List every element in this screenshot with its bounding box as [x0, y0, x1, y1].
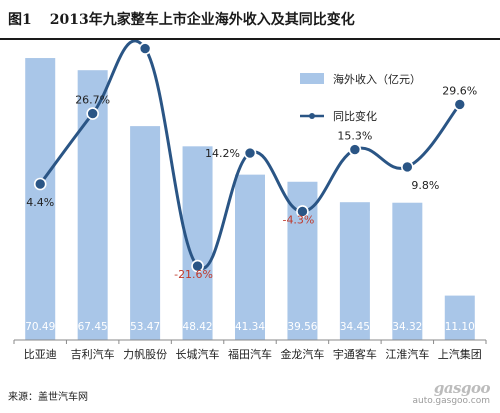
- title-divider: [0, 38, 500, 40]
- line-point: [453, 98, 467, 111]
- bar: [130, 126, 161, 341]
- legend-bar-label: 海外收入（亿元）: [333, 72, 421, 86]
- x-tick-label: 吉利汽车: [71, 347, 115, 361]
- bar: [235, 174, 265, 340]
- bar-value-label: 11.10: [445, 321, 475, 333]
- watermark-logo: gasgoo: [433, 379, 491, 397]
- source-note: 来源：盖世汽车网: [8, 392, 88, 403]
- legend-bar-swatch: [300, 73, 324, 84]
- bar: [339, 202, 370, 340]
- line-point: [33, 177, 47, 191]
- line-point: [401, 160, 414, 174]
- line-point: [86, 107, 99, 120]
- x-tick-label: 金龙汽车: [280, 347, 324, 361]
- watermark: gasgoo auto.gasgoo.com: [412, 381, 490, 407]
- x-tick-label: 江淮汽车: [385, 347, 429, 361]
- line-value-label: -21.6%: [174, 268, 213, 281]
- title-bar: 图1 2013年九家整车上市企业海外收入及其同比变化: [0, 0, 500, 38]
- line-value-label: 29.6%: [442, 84, 477, 97]
- x-tick-label: 力帆股份: [123, 347, 167, 361]
- x-axis: 比亚迪 吉利汽车 力帆股份 长城汽车 福田汽车 金龙汽车 宇通客车 江淮汽车 上汽集团: [13, 339, 487, 361]
- line-point: [243, 146, 257, 160]
- watermark-url: auto.gasgoo.com: [412, 396, 490, 406]
- bar-value-label: 34.45: [340, 321, 370, 333]
- bar-value-label: 67.45: [78, 321, 108, 333]
- line-value-label: 26.7%: [75, 94, 110, 107]
- bar: [392, 202, 423, 340]
- bar-value-label: 34.32: [392, 321, 422, 333]
- bar-value-label: 48.42: [183, 321, 213, 333]
- line-point: [348, 143, 362, 156]
- x-tick-label: 长城汽车: [176, 347, 220, 361]
- legend: 海外收入（亿元） 同比变化: [300, 72, 421, 123]
- line-value-label: 14.2%: [205, 147, 240, 160]
- chart: 70.49 67.45 53.47 48.42 41.34 39.56 34.45 34.32…: [13, 40, 487, 361]
- line-value-label: 15.3%: [337, 130, 372, 143]
- bar-value-label: 41.34: [235, 321, 265, 333]
- line-value-label: 9.8%: [411, 179, 439, 192]
- x-tick-label: 上汽集团: [438, 347, 482, 361]
- bar-value-labels: 70.49 67.45 53.47 48.42 41.34 39.56 34.45 34.32…: [25, 321, 475, 333]
- x-tick-label: 比亚迪: [24, 348, 57, 361]
- chart-title: 2013年九家整车上市企业海外收入及其同比变化: [49, 12, 355, 28]
- series-line: [39, 40, 461, 270]
- line-point: [296, 205, 309, 218]
- bar-value-label: 70.49: [25, 321, 55, 333]
- bar: [25, 58, 56, 340]
- line-layer: [33, 40, 467, 273]
- line-point: [138, 42, 152, 55]
- figure-number: 图1: [8, 12, 32, 28]
- bar-value-label: 39.56: [287, 321, 317, 333]
- bar: [444, 295, 475, 340]
- line-value-label: 47.3%: [128, 40, 163, 42]
- bar-value-label: 53.47: [130, 321, 160, 333]
- legend-line-label: 同比变化: [333, 109, 377, 123]
- x-tick-label: 宇通客车: [333, 347, 377, 361]
- line-point: [191, 259, 204, 273]
- line-value-label: 4.4%: [26, 196, 54, 209]
- x-tick-label: 福田汽车: [228, 347, 272, 361]
- line-value-labels: 4.4% 26.7% 47.3% -21.6% 14.2% -4.3% 15.3% 9.8% 2…: [26, 40, 477, 281]
- line-value-label: -4.3%: [282, 213, 314, 226]
- legend-line-marker: [309, 113, 315, 119]
